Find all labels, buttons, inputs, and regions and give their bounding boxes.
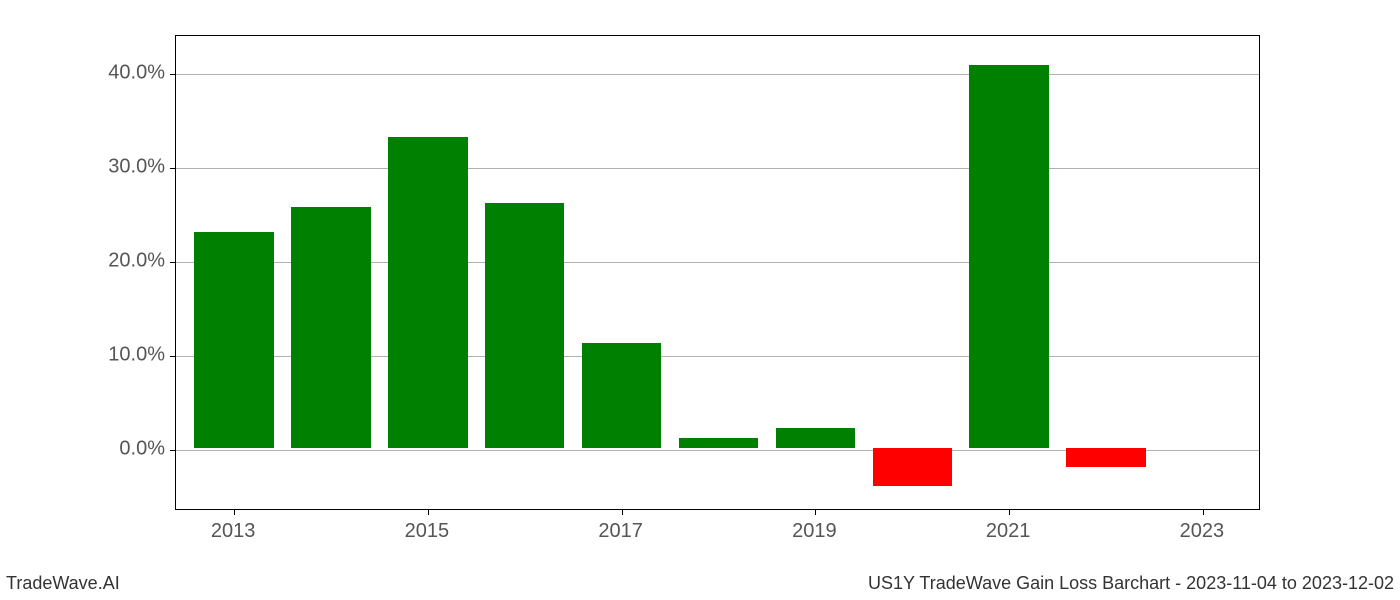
x-tick-mark [428, 509, 429, 515]
x-tick-label: 2017 [598, 520, 643, 543]
x-tick-mark [622, 509, 623, 515]
y-tick-mark [170, 74, 176, 75]
bar [1066, 448, 1145, 467]
x-tick-mark [815, 509, 816, 515]
x-tick-label: 2015 [405, 520, 450, 543]
bar [776, 428, 855, 448]
bar [873, 448, 952, 486]
y-tick-mark [170, 262, 176, 263]
y-tick-label: 0.0% [119, 437, 165, 460]
bars-layer [176, 36, 1259, 509]
footer-caption: US1Y TradeWave Gain Loss Barchart - 2023… [868, 573, 1394, 594]
bar [969, 65, 1048, 448]
y-tick-label: 40.0% [108, 61, 165, 84]
y-tick-mark [170, 356, 176, 357]
y-tick-mark [170, 450, 176, 451]
bar [194, 232, 273, 448]
footer-brand: TradeWave.AI [6, 573, 120, 594]
x-tick-mark [1203, 509, 1204, 515]
x-tick-label: 2019 [792, 520, 837, 543]
x-tick-mark [1009, 509, 1010, 515]
chart-plot-area [175, 35, 1260, 510]
y-tick-label: 10.0% [108, 343, 165, 366]
x-tick-label: 2023 [1180, 520, 1225, 543]
y-tick-label: 30.0% [108, 155, 165, 178]
x-tick-label: 2013 [211, 520, 256, 543]
bar [388, 137, 467, 447]
bar [291, 207, 370, 448]
bar [679, 438, 758, 447]
y-tick-label: 20.0% [108, 249, 165, 272]
gridline [176, 168, 1259, 169]
bar [582, 343, 661, 448]
x-tick-mark [234, 509, 235, 515]
x-tick-label: 2021 [986, 520, 1031, 543]
y-tick-mark [170, 168, 176, 169]
bar [485, 203, 564, 448]
gridline [176, 74, 1259, 75]
